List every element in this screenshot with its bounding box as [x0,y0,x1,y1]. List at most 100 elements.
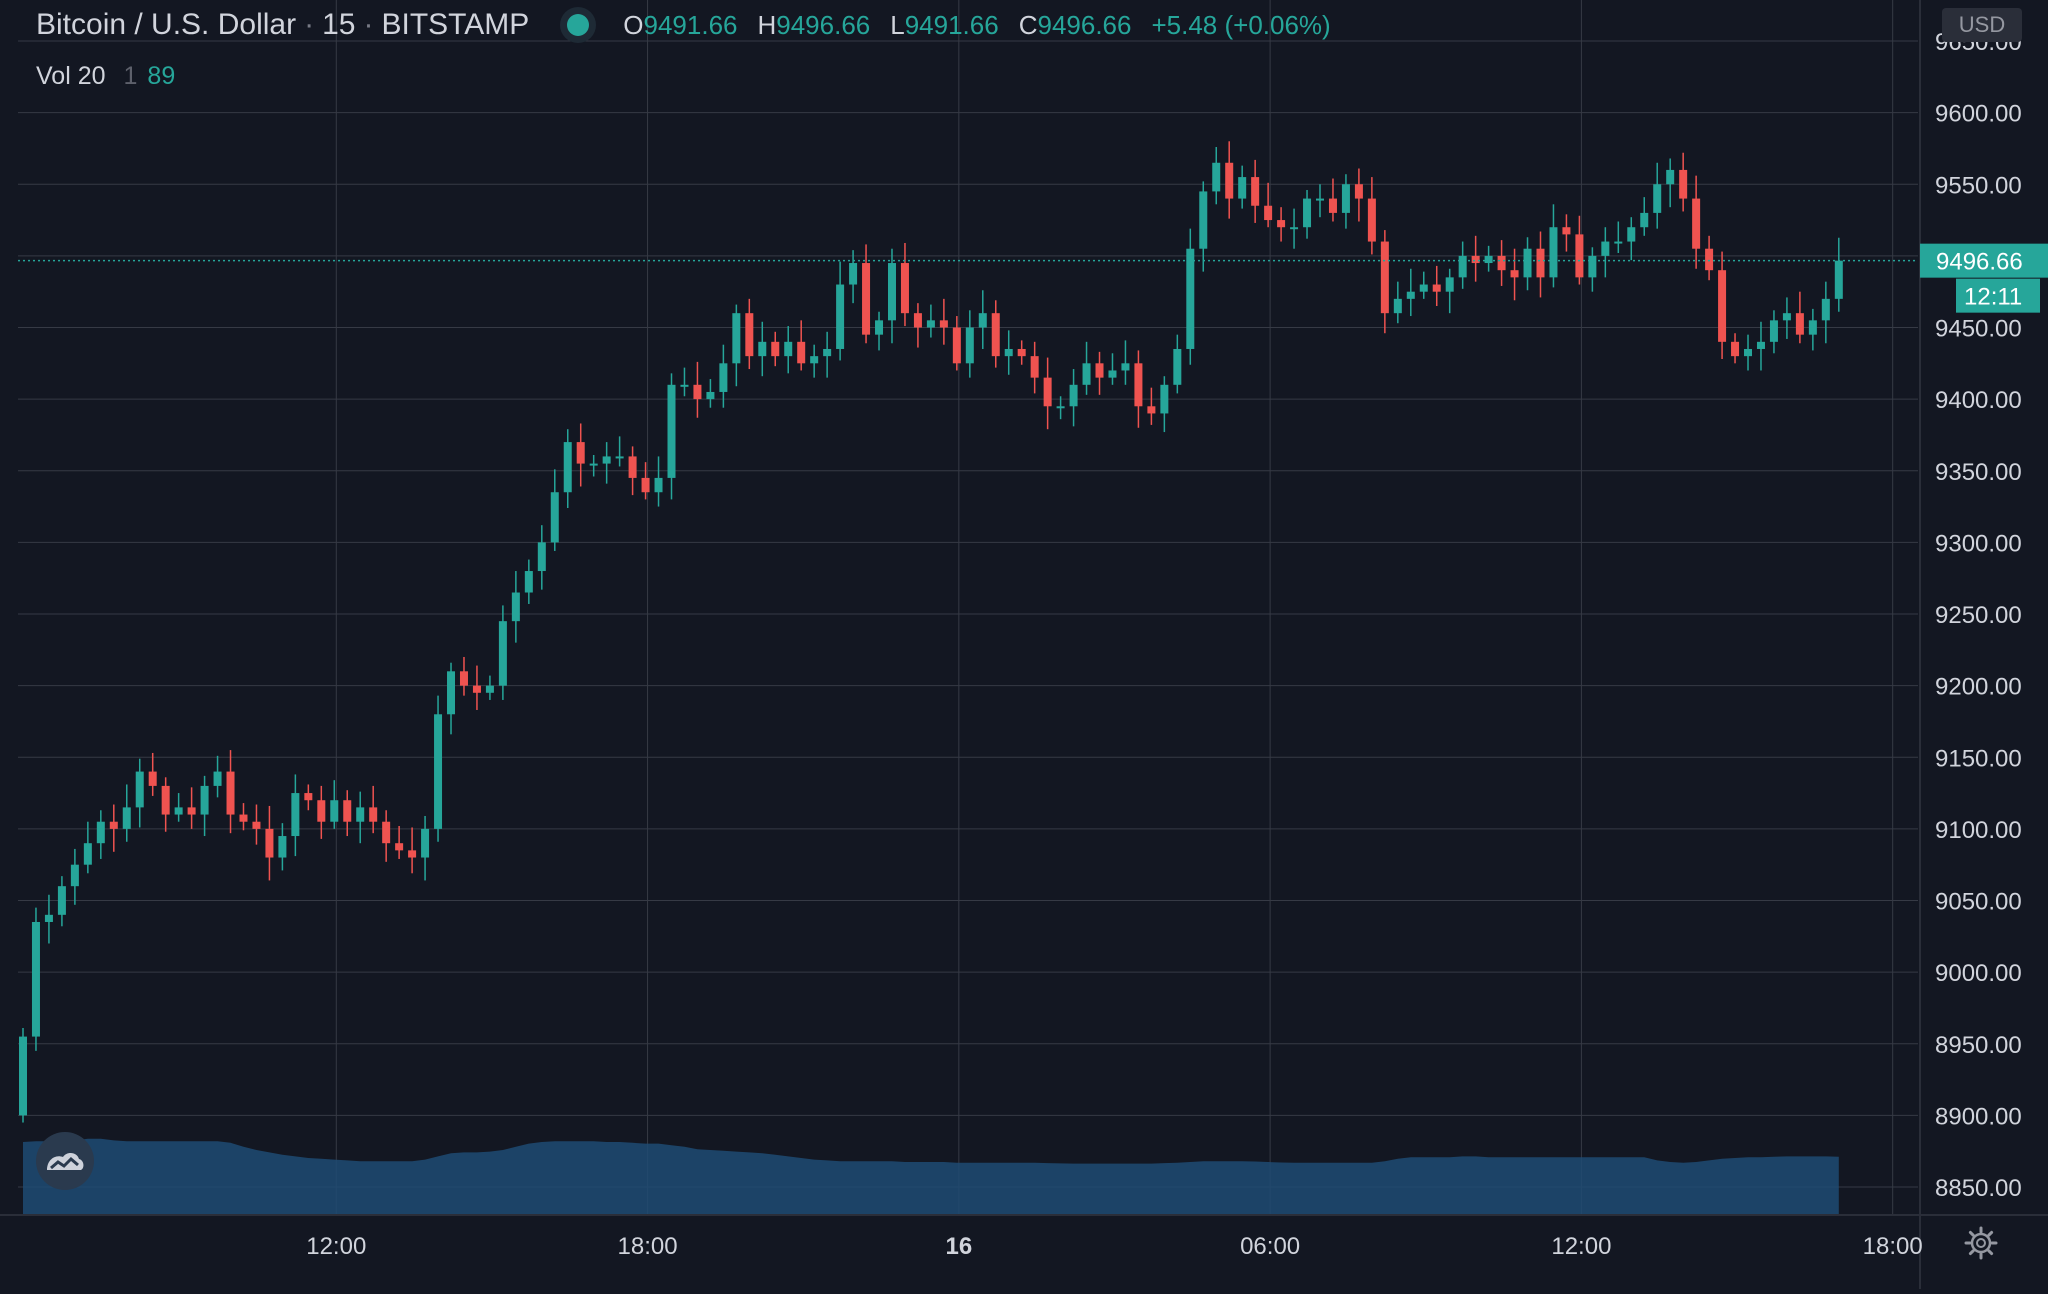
candle[interactable] [1458,241,1467,289]
candle[interactable] [1082,341,1091,395]
candle[interactable] [1523,237,1532,291]
candle[interactable] [408,827,417,874]
candle[interactable] [1406,268,1415,317]
candle[interactable] [745,298,754,370]
candle[interactable] [615,436,624,467]
candle[interactable] [1782,297,1791,339]
candle[interactable] [174,793,183,822]
candle[interactable] [1653,162,1662,229]
candle[interactable] [1497,240,1506,286]
candle[interactable] [1536,231,1545,298]
candle[interactable] [1705,235,1714,281]
candle[interactable] [1328,178,1337,222]
candle[interactable] [1731,333,1740,364]
candle[interactable] [511,571,520,643]
candle[interactable] [797,320,806,371]
time-axis[interactable]: 12:00 18:00 16 06:00 12:00 18:00 [0,1214,2048,1260]
candle[interactable] [1834,237,1843,312]
candle[interactable] [1134,350,1143,428]
candle[interactable] [44,894,53,944]
candle[interactable] [1354,168,1363,222]
candle[interactable] [369,785,378,834]
candle[interactable] [330,780,339,829]
candle[interactable] [1679,152,1688,212]
candle[interactable] [563,429,572,508]
candle[interactable] [459,656,468,696]
candle[interactable] [19,1027,27,1123]
candle[interactable] [1147,387,1156,425]
candle[interactable] [1756,321,1765,371]
price-axis[interactable]: 8850.00 8900.00 8950.00 9000.00 9050.00 9100.… [1919,0,2048,1289]
candle[interactable] [1186,228,1195,365]
currency-button[interactable]: USD [1942,8,2022,42]
candle[interactable] [589,454,598,477]
candle[interactable] [667,373,676,500]
candle[interactable] [524,559,533,604]
candle[interactable] [31,907,40,1051]
candle[interactable] [1225,141,1234,219]
candle[interactable] [1795,291,1804,344]
candle[interactable] [356,791,365,844]
candle[interactable] [576,423,585,487]
candle[interactable] [1432,265,1441,307]
candle[interactable] [421,815,430,881]
candle[interactable] [472,665,481,710]
candle[interactable] [1367,177,1376,255]
candle[interactable] [213,755,222,798]
candle[interactable] [70,848,79,905]
candle[interactable] [122,784,131,842]
candle[interactable] [550,469,559,551]
candle[interactable] [900,242,909,327]
candle[interactable] [1666,158,1675,208]
candle[interactable] [57,876,66,927]
candle[interactable] [965,310,974,378]
candle[interactable] [317,785,326,839]
candle[interactable] [952,316,961,371]
candle[interactable] [978,290,987,349]
candle[interactable] [148,752,157,796]
candle[interactable] [849,250,858,304]
candle[interactable] [1744,334,1753,371]
candle[interactable] [226,750,235,834]
candle[interactable] [1095,351,1104,395]
candle[interactable] [485,675,494,700]
candles[interactable] [19,141,1843,1123]
candle[interactable] [83,821,92,874]
candle[interactable] [1808,308,1817,351]
candle[interactable] [887,248,896,344]
candle[interactable] [1769,310,1778,354]
candle[interactable] [187,787,196,829]
candle[interactable] [1341,174,1350,229]
candle[interactable] [810,344,819,378]
candle[interactable] [96,810,105,859]
candle[interactable] [758,321,767,377]
candle[interactable] [693,361,702,418]
candle[interactable] [1510,248,1519,301]
candle[interactable] [1380,230,1389,334]
candle[interactable] [1056,396,1065,420]
candle[interactable] [939,298,948,345]
candle[interactable] [1160,376,1169,433]
candle[interactable] [1821,281,1830,344]
candle[interactable] [498,605,507,700]
candle[interactable] [1251,159,1260,223]
candle[interactable] [1484,245,1493,272]
candle[interactable] [1238,165,1247,209]
candle[interactable] [1290,208,1299,249]
candle[interactable] [1277,207,1286,242]
candle[interactable] [641,462,650,500]
candle[interactable] [991,300,1000,368]
candle[interactable] [1199,181,1208,272]
candle[interactable] [382,810,391,862]
candle[interactable] [1575,215,1584,285]
candle[interactable] [537,525,546,590]
candle[interactable] [252,804,261,845]
candle[interactable] [1030,341,1039,394]
candle[interactable] [1264,182,1273,228]
candle[interactable] [1549,204,1558,288]
candle[interactable] [1121,340,1130,385]
candle[interactable] [304,784,313,811]
candle[interactable] [1069,369,1078,427]
candle[interactable] [1614,221,1623,254]
